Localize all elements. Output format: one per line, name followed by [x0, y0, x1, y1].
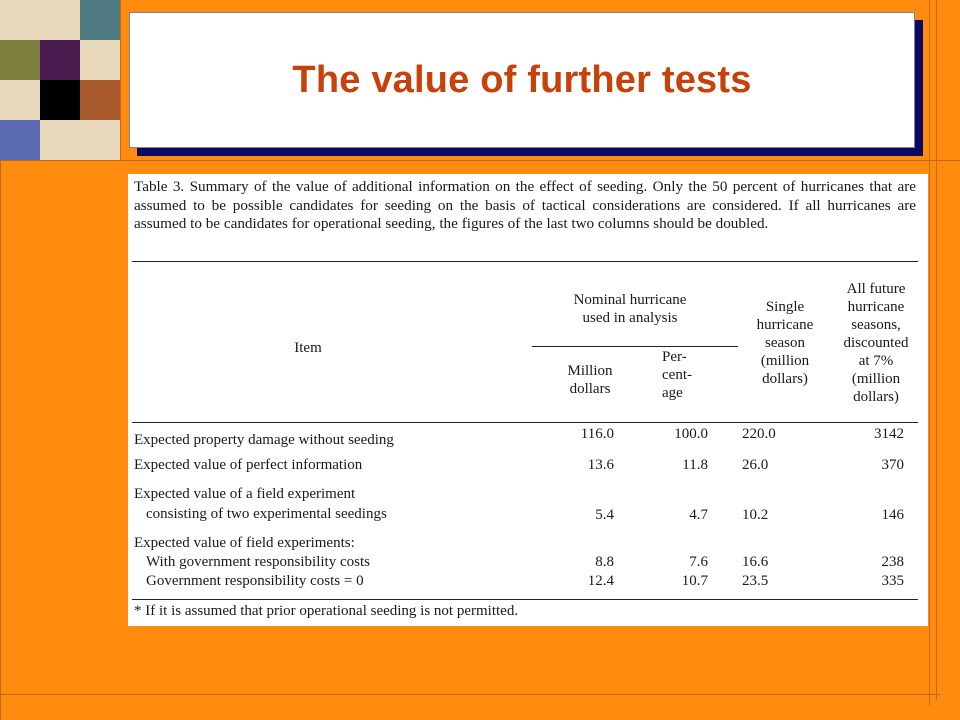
table-caption: Table 3. Summary of the value of additio… [134, 178, 916, 232]
mosaic-tile [40, 0, 80, 40]
table-bottom-rule [132, 599, 918, 600]
row-item: Expected value of perfect information [134, 457, 363, 473]
mosaic-tile [80, 0, 120, 40]
header-percent-line: cent- [662, 367, 692, 383]
row-item: With government responsibility costs [146, 554, 370, 570]
header-group-rule [532, 346, 738, 347]
table-top-rule [132, 261, 918, 262]
row-item: consisting of two experimental seedings [146, 506, 387, 522]
row-future: 146 [881, 507, 905, 523]
mosaic-tile [80, 80, 120, 120]
decorative-line [120, 0, 121, 160]
table-footnote: * If it is assumed that prior operationa… [134, 603, 519, 619]
header-future-line: at 7% [858, 353, 894, 369]
header-single-line: hurricane [756, 317, 814, 333]
row-item: Expected property damage without seeding [134, 432, 394, 448]
row-future: 238 [881, 554, 905, 570]
header-future-line: All future [846, 281, 906, 297]
row-million: 116.0 [580, 426, 614, 442]
mosaic-tile [40, 80, 80, 120]
decorative-line [0, 694, 940, 695]
header-group-line: used in analysis [582, 310, 678, 326]
header-percent-line: age [662, 385, 683, 401]
header-single: Single hurricane season (million dollars… [742, 298, 828, 388]
row-percent: 10.7 [681, 573, 708, 589]
header-single-line: Single [765, 299, 805, 315]
header-percent: Per- cent- age [662, 348, 712, 402]
decorative-mosaic [0, 0, 120, 160]
header-percent-line: Per- [662, 349, 687, 365]
row-single: 23.5 [742, 573, 769, 589]
row-percent: 7.6 [689, 554, 708, 570]
header-single-line: dollars) [762, 371, 808, 387]
row-percent: 100.0 [674, 426, 708, 442]
mosaic-tile [40, 120, 80, 160]
header-group: Nominal hurricane used in analysis [530, 291, 730, 327]
slide-title: The value of further tests [292, 58, 752, 101]
row-single: 16.6 [742, 554, 769, 570]
mosaic-tile [0, 120, 40, 160]
header-future-line: discounted [843, 335, 909, 351]
table-panel: Table 3. Summary of the value of additio… [128, 174, 928, 626]
header-future-line: seasons, [851, 317, 901, 333]
row-single: 10.2 [742, 507, 769, 523]
header-future-line: dollars) [853, 389, 899, 405]
decorative-line [929, 0, 930, 705]
header-group-line: Nominal hurricane [573, 292, 687, 308]
header-item: Item [294, 340, 322, 356]
title-box: The value of further tests [129, 12, 915, 148]
mosaic-tile [40, 40, 80, 80]
decorative-line [0, 160, 960, 161]
row-single: 26.0 [742, 457, 769, 473]
mosaic-tile [0, 80, 40, 120]
header-future-line: (million [851, 371, 901, 387]
header-million-line: Million [567, 363, 613, 379]
header-future-line: hurricane [847, 299, 905, 315]
row-future: 335 [881, 573, 905, 589]
row-percent: 11.8 [682, 457, 708, 473]
mosaic-tile [80, 120, 120, 160]
row-million: 8.8 [595, 554, 614, 570]
row-item: Government responsibility costs = 0 [146, 573, 364, 589]
row-single: 220.0 [742, 426, 776, 442]
row-future: 370 [881, 457, 905, 473]
row-item: Expected value of field experiments: [134, 535, 355, 551]
row-item: Expected value of a field experiment [134, 486, 356, 502]
row-future: 3142 [874, 426, 904, 442]
row-million: 12.4 [587, 573, 614, 589]
mosaic-tile [0, 0, 40, 40]
header-million-line: dollars [569, 381, 611, 397]
row-million: 5.4 [595, 507, 614, 523]
decorative-line [0, 160, 1, 720]
row-million: 13.6 [587, 457, 614, 473]
row-percent: 4.7 [689, 507, 708, 523]
decorative-line [936, 0, 937, 700]
mosaic-tile [0, 40, 40, 80]
header-single-line: (million [760, 353, 810, 369]
header-future: All future hurricane seasons, discounted… [828, 280, 924, 406]
header-bottom-rule [132, 422, 918, 423]
mosaic-tile [80, 40, 120, 80]
header-million: Million dollars [546, 362, 634, 398]
header-single-line: season [765, 335, 805, 351]
